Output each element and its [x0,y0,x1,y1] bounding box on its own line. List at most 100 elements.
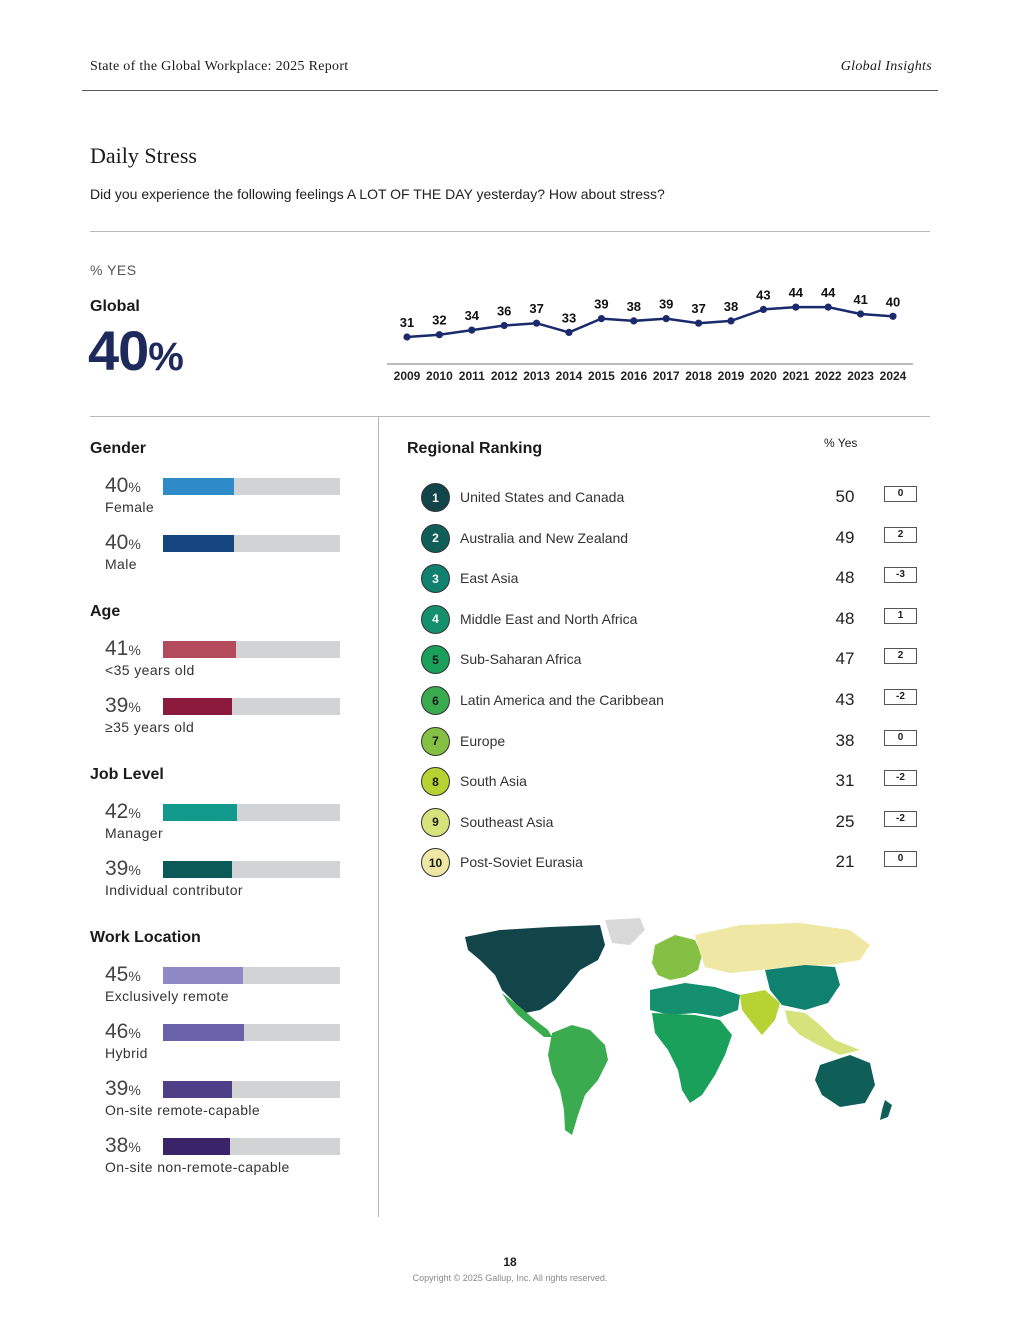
metric-bar-track [163,1024,340,1041]
metric-value: 38% [105,1134,141,1158]
metric-number: 39 [105,694,129,717]
rank-change-box: 0 [884,851,917,868]
map-east-asia [765,965,840,1010]
metric-number: 39 [105,1077,129,1100]
data-label: 38 [724,299,738,314]
metric-value: 41% [105,637,141,661]
rank-badge: 4 [421,604,450,634]
metric-unit: % [128,805,141,821]
region-pct-yes: 48 [835,568,855,588]
rank-badge: 9 [421,807,450,837]
metric-label: Hybrid [105,1045,148,1061]
metric-label: Exclusively remote [105,988,229,1004]
report-section-label: Global Insights [840,59,932,74]
metric-age: 41% <35 years old [105,637,345,687]
metric-work-location: 39% On-site remote-capable [105,1077,345,1127]
metric-value: 42% [105,800,141,824]
metric-bar-track [163,698,340,715]
global-value-number: 40 [88,319,149,382]
metric-bar-fill [163,1138,231,1155]
region-name: Middle East and North Africa [460,610,638,627]
region-pct-yes: 31 [835,771,855,791]
data-label: 41 [853,292,867,307]
trend-line-chart: 31 2009 32 2010 34 2011 36 2012 37 2013 33 2014 39 20… [387,285,913,383]
region-name: Europe [460,732,506,749]
metric-bar-fill [163,1024,245,1041]
data-point [695,319,703,327]
region-name: Southeast Asia [460,813,554,830]
data-point [565,328,573,336]
ranking-row: 2 Australia and New Zealand 49 2 [421,523,921,554]
x-tick-label: 2012 [491,369,518,383]
region-name: Sub-Saharan Africa [460,651,582,668]
metric-bar-track [163,967,340,984]
rank-badge: 6 [421,686,450,715]
metric-bar-fill [163,861,233,878]
x-tick-label: 2022 [815,369,842,383]
data-label: 39 [594,297,608,312]
data-label: 33 [562,310,576,325]
region-pct-yes: 38 [835,730,855,750]
x-tick-label: 2017 [653,369,680,383]
map-central-america [502,993,552,1037]
global-label: Global [90,298,140,315]
ranking-row: 8 South Asia 31 -2 [421,767,921,797]
map-south-america [548,1025,608,1135]
rank-change-box: -3 [884,567,917,584]
metric-bar-track [163,804,340,821]
metric-value: 40% [105,531,141,555]
page-number: 18 [503,1255,517,1269]
data-point [759,305,767,313]
metric-label: ≥35 years old [105,719,195,735]
data-label: 37 [691,301,705,316]
region-name: Australia and New Zealand [460,529,629,546]
rank-change-box: 0 [884,729,917,746]
metric-bar-fill [163,804,238,821]
rank-badge: 10 [421,848,450,878]
metric-bar-fill [163,967,243,984]
data-point [500,321,508,330]
world-map [465,918,892,1135]
data-label: 40 [886,294,900,309]
x-tick-label: 2024 [880,369,907,383]
metric-bar-track [163,1081,340,1098]
x-tick-label: 2021 [782,369,809,383]
data-point [662,315,670,323]
data-label: 34 [465,308,480,323]
metric-work-location: 38% On-site non-remote-capable [105,1134,345,1184]
region-pct-yes: 47 [835,649,855,669]
rank-change-box: 1 [884,607,917,624]
region-name: South Asia [460,773,527,790]
pct-yes-header: % Yes [824,436,858,450]
metric-unit: % [128,699,141,715]
data-label: 39 [659,297,673,312]
group-title-job-level: Job Level [90,766,164,783]
global-value-unit: % [148,335,184,379]
rank-change-box: -2 [884,810,917,827]
divider [90,231,930,232]
rank-badge: 8 [421,767,450,797]
metric-label: Manager [105,825,164,841]
rank-change-box: 2 [884,526,917,543]
rank-badge: 7 [421,726,450,756]
x-tick-label: 2014 [556,369,583,383]
metric-unit: % [128,1082,141,1098]
ranking-row: 3 East Asia 48 -3 [421,564,921,594]
region-name: East Asia [460,570,519,587]
metric-age: 39% ≥35 years old [105,694,345,744]
metric-work-location: 46% Hybrid [105,1020,345,1070]
metric-bar-track [163,861,340,878]
column-divider [378,417,379,1217]
data-point [857,310,865,318]
metric-job-level: 42% Manager [105,800,345,850]
rank-change-box: -2 [884,689,917,705]
data-point [533,319,541,327]
metric-number: 40 [105,531,129,554]
section-title: Daily Stress [90,143,197,168]
data-point [435,331,443,339]
metric-unit: % [128,642,141,658]
rank-badge: 3 [421,564,450,594]
data-label: 31 [400,315,414,330]
rank-badge: 1 [421,483,450,512]
region-pct-yes: 48 [835,608,855,628]
